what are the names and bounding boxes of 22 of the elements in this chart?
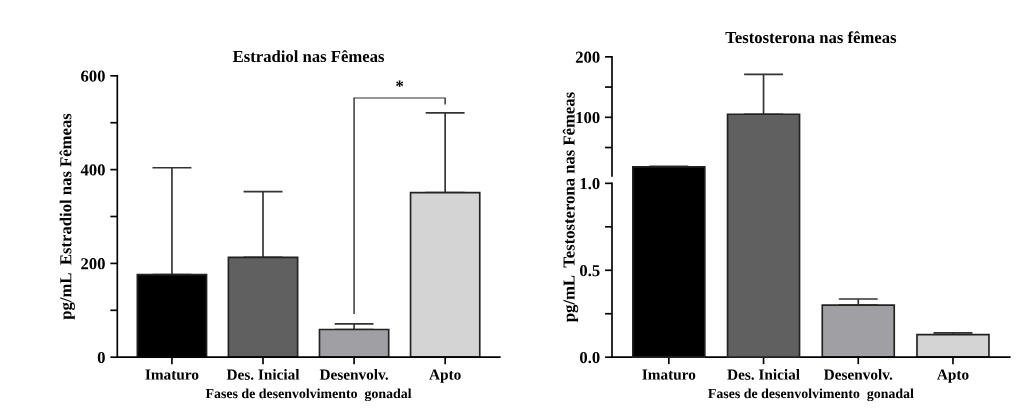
y-tick-label: 200 <box>81 258 105 270</box>
x-tick-label: Desenvolv. <box>823 369 893 380</box>
chart-title: Estradiol nas Fêmeas <box>232 50 385 63</box>
y-axis-title: pg/mL Estradiol nas Fêmeas <box>59 113 75 320</box>
x-tick-label: Imaturo <box>145 369 199 380</box>
y-tick-label: 600 <box>81 70 105 82</box>
y-tick-label: 1.0 <box>580 178 600 190</box>
x-tick-label: Desenvolv. <box>319 369 388 380</box>
y-tick-label: 0.5 <box>580 264 600 277</box>
chart-title: Testosterona nas fêmeas <box>725 31 897 44</box>
x-tick-label: Des. Inicial <box>727 369 800 380</box>
annotation: * <box>396 80 404 87</box>
x-axis-title: Fases de desenvolvimento gonadal <box>708 388 914 402</box>
y-tick-label: 0 <box>97 351 105 364</box>
y-tick-label: 200 <box>575 51 600 63</box>
x-tick-label: Apto <box>429 369 461 383</box>
y-tick-label: 0.0 <box>580 351 600 364</box>
x-tick-label: Des. Inicial <box>226 369 300 380</box>
y-tick-label: 400 <box>80 164 105 176</box>
x-axis-title: Fases de desenvolvimento gonadal <box>205 388 412 402</box>
x-tick-label: Imaturo <box>642 369 696 380</box>
x-tick-label: Apto <box>936 369 969 383</box>
